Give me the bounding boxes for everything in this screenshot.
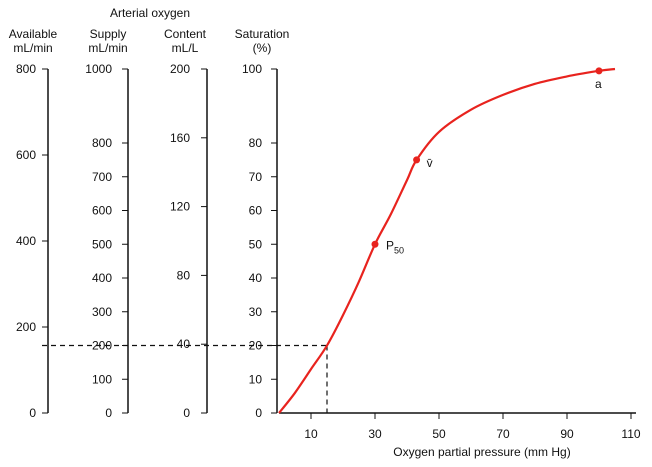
- axis-title-saturation: Saturation: [235, 27, 290, 41]
- axis-tick-label-content: 40: [177, 337, 191, 351]
- axis-tick-label-content: 120: [170, 200, 190, 214]
- axis-title-supply: mL/min: [88, 41, 127, 55]
- data-point: [371, 240, 379, 248]
- axis-tick-label-available: 600: [16, 148, 36, 162]
- axis-tick-label-supply: 300: [92, 305, 112, 319]
- axis-tick-label-supply: 100: [92, 372, 112, 386]
- axis-title-content: Content: [164, 27, 207, 41]
- axis-tick-label-available: 400: [16, 234, 36, 248]
- axis-tick-label-saturation: 60: [249, 204, 263, 218]
- x-axis-tick-label: 30: [368, 427, 382, 441]
- axis-tick-label-saturation: 30: [249, 305, 263, 319]
- axis-tick-label-saturation: 0: [255, 406, 262, 420]
- axis-tick-label-supply: 800: [92, 136, 112, 150]
- point-label-p50: P50: [386, 238, 404, 255]
- data-point: [413, 156, 421, 164]
- x-axis-tick-label: 110: [621, 427, 640, 441]
- x-axis-label: Oxygen partial pressure (mm Hg): [393, 445, 570, 459]
- axis-tick-label-available: 200: [16, 320, 36, 334]
- axis-tick-label-content: 160: [170, 131, 190, 145]
- axis-tick-label-saturation: 80: [249, 136, 263, 150]
- point-label-a: a: [595, 77, 602, 91]
- axis-title-content: mL/L: [172, 41, 199, 55]
- axis-tick-label-saturation: 10: [249, 372, 263, 386]
- axis-tick-label-supply: 700: [92, 170, 112, 184]
- axis-tick-label-supply: 500: [92, 237, 112, 251]
- dissociation-curve: [278, 67, 616, 414]
- data-point: [595, 67, 603, 75]
- axis-tick-label-supply: 600: [92, 204, 112, 218]
- plot-area: 10 30 50 70 90 110 P50 v̄ a: [42, 67, 641, 441]
- x-axis-tick-label: 50: [432, 427, 446, 441]
- axis-title-available: mL/min: [13, 41, 52, 55]
- axis-title-supply: Supply: [90, 27, 127, 41]
- axis-tick-label-supply: 200: [92, 339, 112, 353]
- x-axis-tick-label: 70: [496, 427, 510, 441]
- group-header: Arterial oxygen: [110, 6, 190, 20]
- axis-tick-label-content: 80: [177, 268, 191, 282]
- x-axis-tick-label: 90: [560, 427, 574, 441]
- axis-tick-label-available: 0: [29, 406, 36, 420]
- axis-title-available: Available: [9, 27, 58, 41]
- x-axis-tick-label: 10: [304, 427, 318, 441]
- vertical-axes: AvailablemL/min0200400600800SupplymL/min…: [9, 27, 290, 420]
- axis-tick-label-saturation: 20: [249, 339, 263, 353]
- axis-tick-label-content: 200: [170, 62, 190, 76]
- axis-tick-label-supply: 1000: [85, 62, 112, 76]
- point-label-v: v̄: [427, 156, 433, 170]
- axis-tick-label-saturation: 70: [249, 170, 263, 184]
- axis-tick-label-saturation: 100: [242, 62, 262, 76]
- axis-tick-label-supply: 400: [92, 271, 112, 285]
- axis-tick-label-available: 800: [16, 62, 36, 76]
- axis-tick-label-saturation: 50: [249, 237, 263, 251]
- axis-tick-label-content: 0: [183, 406, 190, 420]
- axis-tick-label-supply: 0: [105, 406, 112, 420]
- axis-title-saturation: (%): [253, 41, 272, 55]
- axis-tick-label-saturation: 40: [249, 271, 263, 285]
